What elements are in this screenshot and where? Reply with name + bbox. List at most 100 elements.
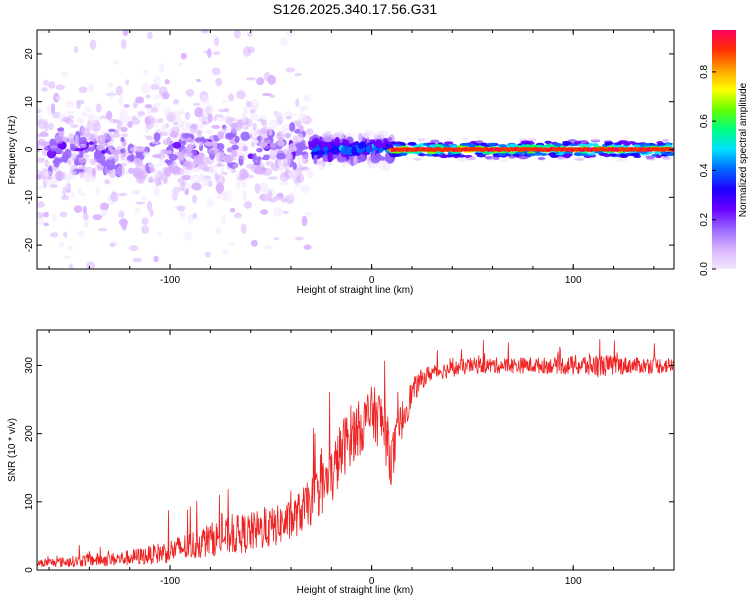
heatmap-cell [113,151,119,163]
heatmap-cell [270,142,277,149]
heatmap-cell [93,162,100,167]
heatmap-cell [421,137,431,141]
heatmap-cell [76,102,81,110]
heatmap-cell [604,141,614,145]
heatmap-cell [172,141,182,149]
heatmap-cell [88,141,94,145]
heatmap-cell [362,151,371,156]
heatmap-cell [660,151,668,155]
heatmap-cell [209,164,218,176]
heatmap-cell [39,131,49,138]
heatmap-cell [235,122,242,132]
heatmap-cell [285,67,296,73]
heatmap-cell [301,154,310,160]
heatmap-cell [155,163,163,167]
heatmap-cell [79,117,84,127]
heatmap-cell [180,52,187,60]
heatmap-cell [135,201,146,205]
heatmap-cell [192,194,198,204]
heatmap-cell [213,116,218,122]
heatmap-cell [201,121,210,125]
heatmap-cell [153,132,161,142]
spectrogram-xtick-label: 100 [565,275,582,286]
heatmap-cell [215,195,221,200]
heatmap-cell [37,157,45,163]
heatmap-cell [41,118,48,122]
spectrogram-ylabel: Frequency (Hz) [7,116,18,185]
heatmap-cell [110,149,121,155]
heatmap-cell [404,137,414,141]
heatmap-cell [653,151,663,155]
heatmap-cell [204,141,214,147]
spectrogram-ytick-label: 0 [24,146,35,152]
heatmap-cell [145,94,151,99]
heatmap-cell [133,188,142,196]
heatmap-cell [259,159,264,166]
spectrogram-xtick-label: 0 [369,275,375,286]
heatmap-cell [253,140,260,145]
heatmap-cell [217,131,225,140]
heatmap-cell [68,263,74,269]
heatmap-cell [386,137,393,142]
heatmap-cell [231,144,239,151]
heatmap-cell [233,212,242,219]
heatmap-cell [120,162,128,167]
heatmap-cell [153,104,158,109]
heatmap-cell [378,158,387,170]
heatmap-cell [64,110,75,115]
heatmap-cell [62,174,73,182]
heatmap-cell [128,245,139,252]
heatmap-cell [229,207,236,213]
heatmap-cell [39,17,47,25]
heatmap-cell [48,81,56,89]
heatmap-cell [301,215,308,227]
heatmap-cell [116,165,126,177]
heatmap-cell [276,192,284,198]
heatmap-cell [526,153,536,157]
heatmap-cell [240,131,250,141]
heatmap-cell [110,192,119,202]
heatmap-cell [67,115,75,120]
heatmap-cell [227,241,235,246]
heatmap-cell [215,226,222,236]
heatmap-cell [161,91,170,100]
heatmap-cell [236,90,246,100]
heatmap-cell [273,112,282,118]
heatmap-cell [146,31,153,40]
heatmap-cell [55,96,63,101]
heatmap-cell [250,239,258,247]
heatmap-cell [142,151,150,158]
heatmap-cell [267,197,278,203]
heatmap-cell [261,92,272,96]
heatmap-cell [645,155,655,159]
heatmap-cell [81,111,88,117]
heatmap-cell [201,108,209,115]
heatmap-cell [146,115,155,124]
heatmap-cell [244,118,253,128]
heatmap-cell [468,156,476,160]
heatmap-cell [104,179,111,185]
heatmap-cell [150,167,156,173]
heatmap-cell [37,212,45,219]
heatmap-cell [40,284,46,290]
heatmap-cell [242,145,248,152]
heatmap-cell [134,207,141,214]
heatmap-cell [322,157,329,163]
heatmap-cell [73,205,83,213]
heatmap-cell [561,142,569,146]
heatmap-cell [147,161,155,168]
heatmap-cell [46,149,57,159]
heatmap-cell [164,79,170,85]
heatmap-cell [215,163,226,167]
heatmap-cell [407,142,417,146]
heatmap-cell [173,121,178,126]
heatmap-cell [280,124,290,134]
heatmap-cell [288,143,297,153]
heatmap-cell [623,142,632,146]
heatmap-cell [163,107,173,116]
heatmap-cell [177,151,185,161]
heatmap-cell [383,137,389,145]
snr-ytick-label: 200 [24,425,35,442]
